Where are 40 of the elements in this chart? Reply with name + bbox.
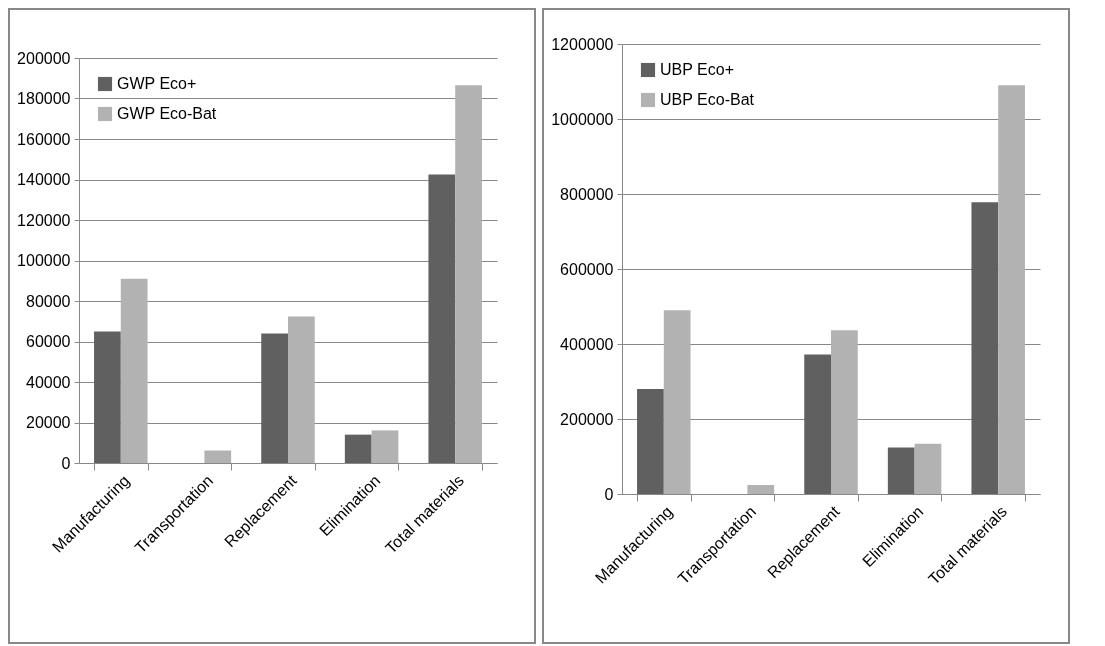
bar <box>120 278 148 463</box>
y-tick-label: 160000 <box>17 130 71 148</box>
y-tick-label: 180000 <box>17 90 71 107</box>
y-tick-label: 600000 <box>560 260 614 278</box>
bar <box>804 354 831 494</box>
legend-label: GWP Eco-Bat <box>117 105 217 122</box>
bar <box>204 450 232 463</box>
y-tick-label: 200000 <box>17 49 71 67</box>
bar <box>887 447 915 494</box>
bar <box>998 85 1025 494</box>
bar <box>94 331 121 463</box>
bar <box>371 430 399 463</box>
bar <box>288 316 315 463</box>
y-tick-label: 800000 <box>560 185 614 203</box>
bar <box>747 485 775 494</box>
y-tick-label: 0 <box>61 454 71 472</box>
y-tick-label: 40000 <box>26 373 71 391</box>
bar <box>663 310 691 494</box>
bar <box>637 389 664 494</box>
bar <box>831 330 858 494</box>
y-tick-label: 400000 <box>560 335 614 353</box>
y-tick-label: 1000000 <box>551 110 614 128</box>
y-tick-label: 140000 <box>17 171 71 188</box>
legend-label: UBP Eco+ <box>660 61 734 78</box>
y-tick-label: 1200000 <box>551 35 614 53</box>
y-tick-label: 80000 <box>26 292 71 310</box>
bar <box>971 202 999 494</box>
y-tick-label: 0 <box>604 485 614 503</box>
bar <box>261 333 288 463</box>
y-tick-label: 200000 <box>560 410 614 428</box>
y-tick-label: 60000 <box>26 333 71 350</box>
legend-label: GWP Eco+ <box>117 75 197 92</box>
y-tick-label: 20000 <box>26 414 71 431</box>
bar <box>455 85 482 463</box>
bar <box>344 434 372 463</box>
bar <box>914 443 942 494</box>
y-tick-label: 120000 <box>17 211 71 229</box>
bar <box>428 174 456 463</box>
legend-label: UBP Eco-Bat <box>660 91 755 108</box>
y-tick-label: 100000 <box>17 252 71 269</box>
